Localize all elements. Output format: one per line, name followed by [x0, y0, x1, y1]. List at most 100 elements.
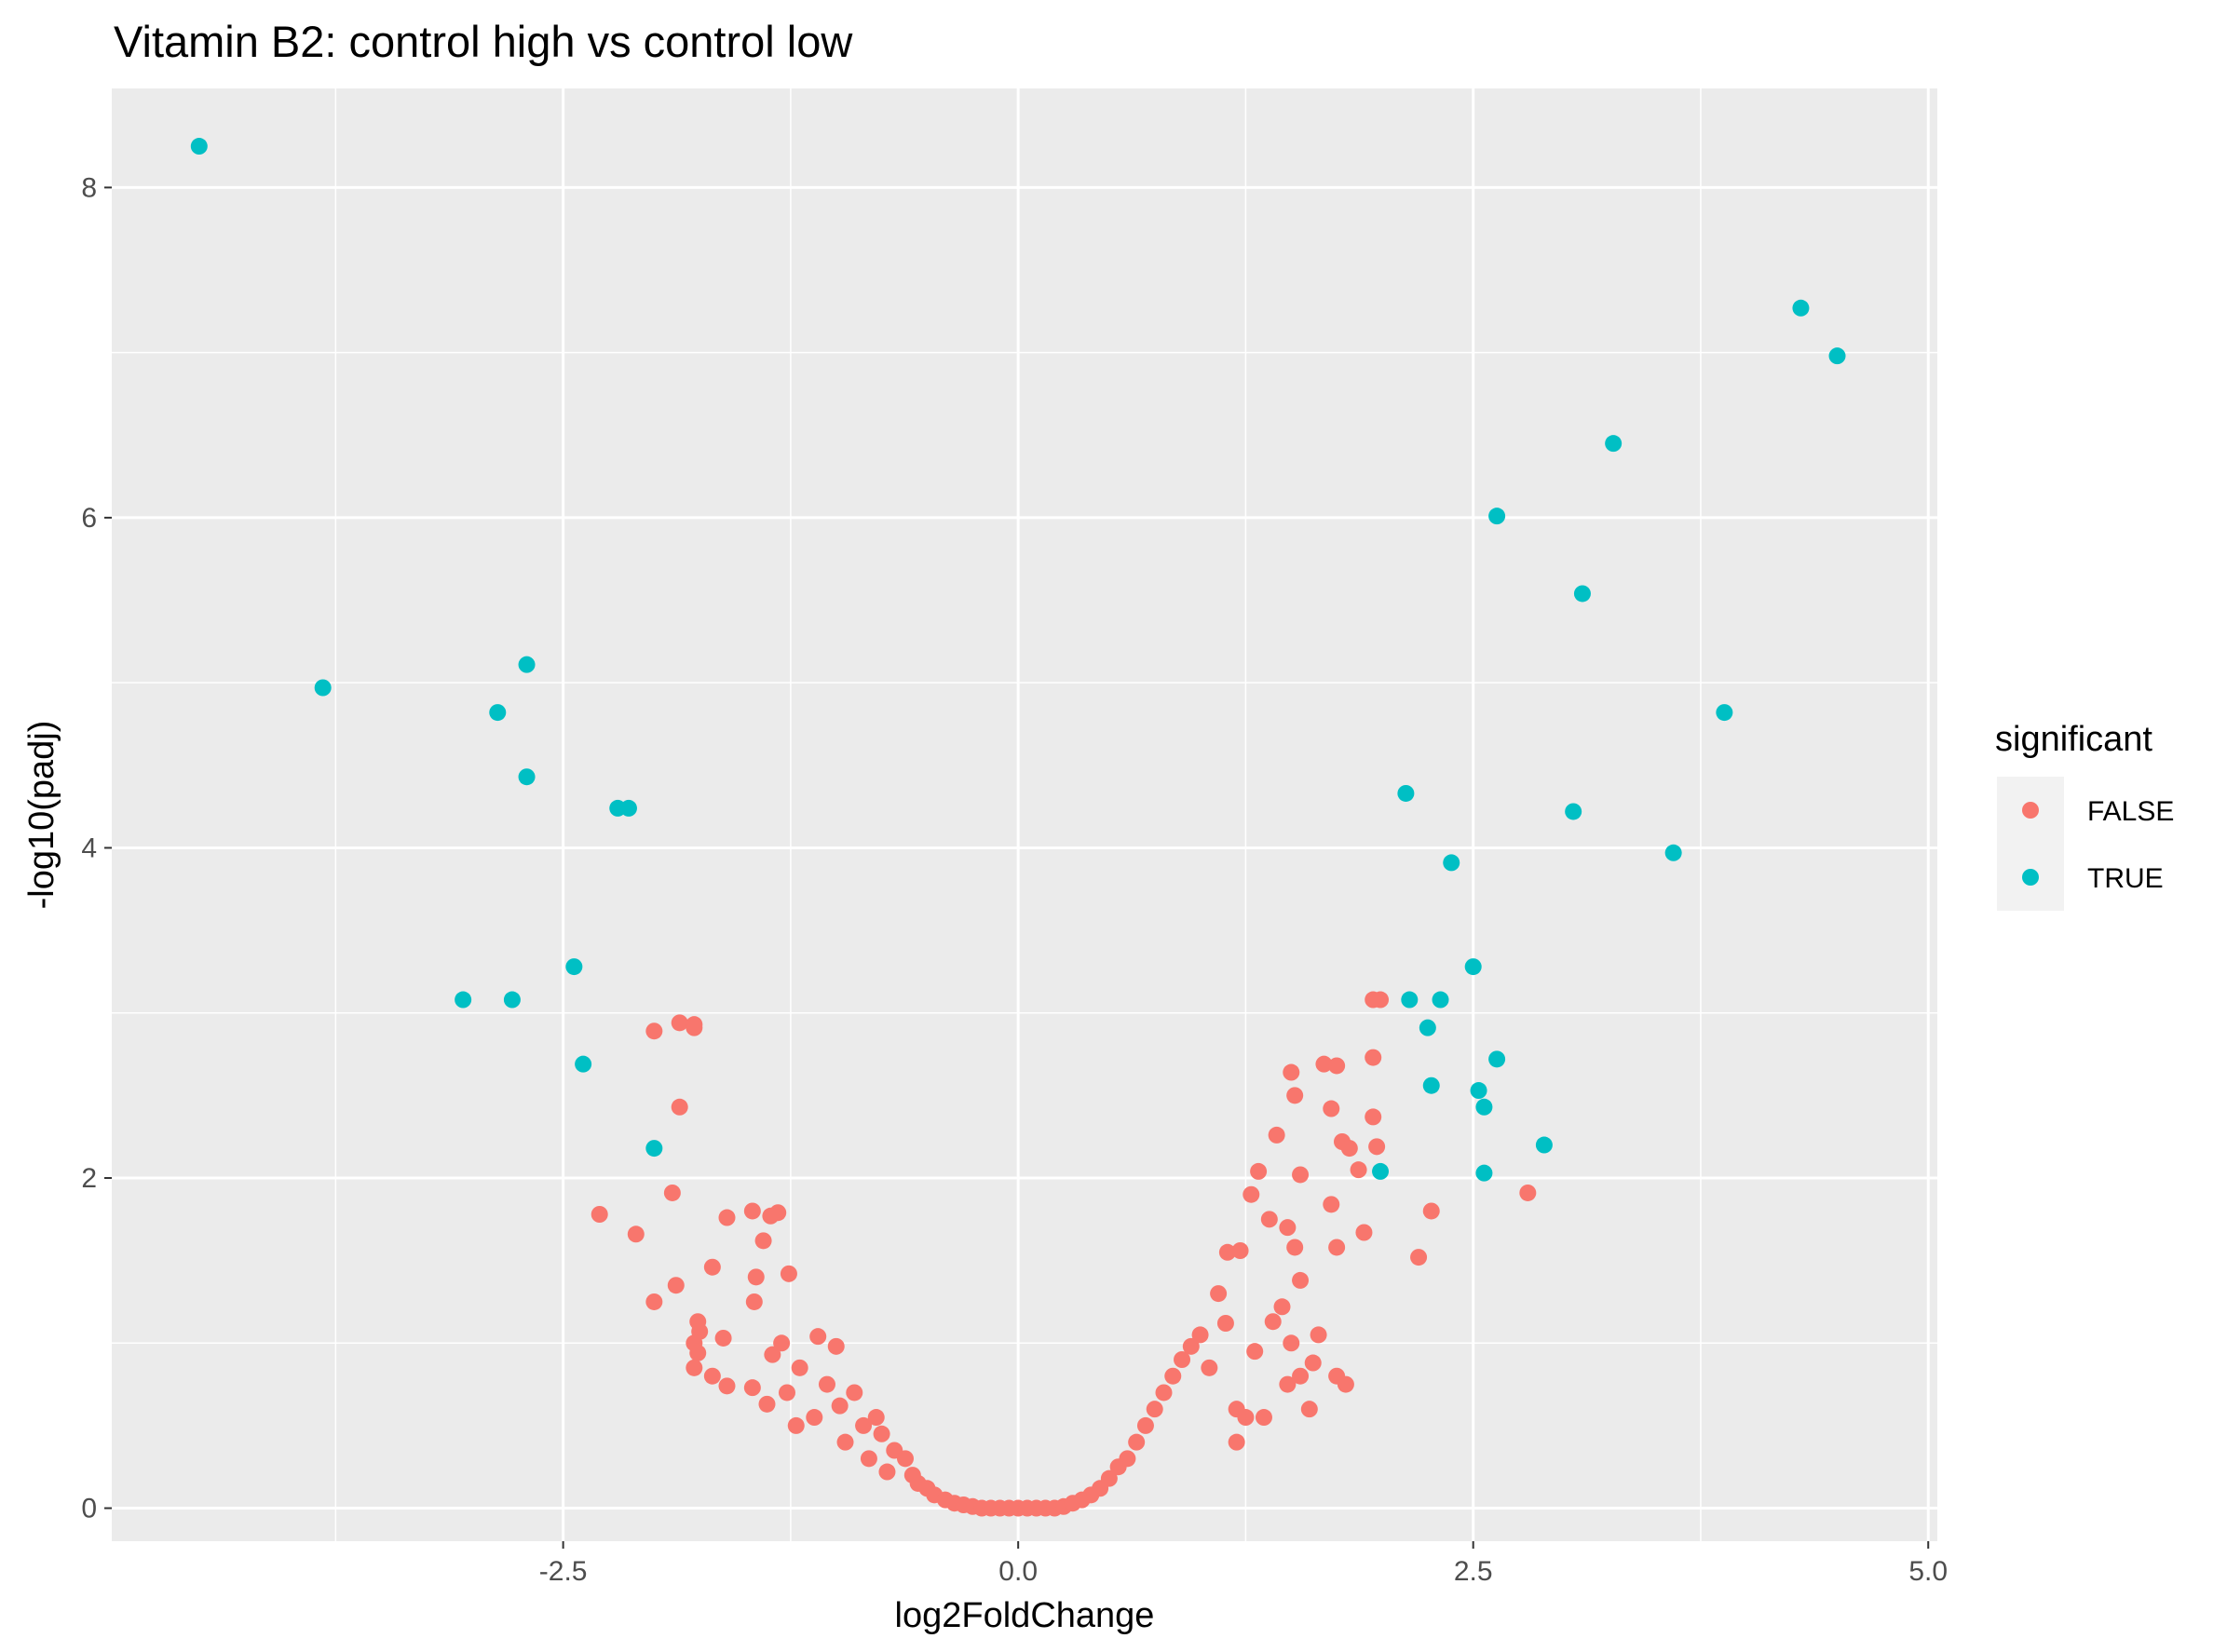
data-point-false: [672, 1014, 688, 1031]
data-point-false: [1155, 1384, 1172, 1401]
data-point-false: [1201, 1360, 1217, 1376]
data-point-false: [779, 1384, 795, 1401]
data-point-false: [1256, 1409, 1272, 1426]
data-point-false: [1232, 1242, 1249, 1259]
x-axis-title: log2FoldChange: [895, 1596, 1155, 1635]
data-point-false: [628, 1225, 645, 1242]
data-point-false: [773, 1334, 790, 1351]
data-point-false: [1310, 1326, 1327, 1343]
x-tick-label: 2.5: [1454, 1556, 1493, 1587]
data-point-true: [489, 704, 506, 721]
data-point-false: [744, 1202, 761, 1219]
data-point-true: [1605, 435, 1622, 452]
data-point-false: [715, 1330, 732, 1347]
y-tick-label: 0: [81, 1494, 97, 1524]
data-point-true: [1465, 958, 1482, 975]
data-point-false: [1286, 1087, 1303, 1104]
data-point-false: [1292, 1166, 1309, 1183]
data-point-true: [620, 800, 637, 817]
data-point-true: [315, 680, 332, 697]
data-point-false: [1341, 1140, 1358, 1157]
y-axis-title: -log10(padj): [22, 721, 61, 910]
data-point-false: [718, 1377, 735, 1394]
data-point-false: [1261, 1211, 1278, 1227]
data-point-false: [868, 1409, 885, 1426]
data-point-true: [1475, 1099, 1492, 1116]
data-point-false: [1286, 1239, 1303, 1255]
data-point-false: [1217, 1315, 1234, 1332]
data-point-false: [897, 1450, 914, 1467]
data-point-false: [746, 1293, 763, 1310]
plot-panel: [112, 88, 1937, 1541]
data-point-false: [1210, 1285, 1227, 1302]
data-point-false: [1283, 1064, 1299, 1081]
legend-label-false: FALSE: [2087, 796, 2174, 827]
data-point-true: [1488, 508, 1505, 524]
data-point-false: [1269, 1127, 1285, 1144]
legend-label-true: TRUE: [2087, 863, 2164, 894]
data-point-false: [1323, 1101, 1339, 1117]
data-point-false: [1243, 1186, 1259, 1203]
data-point-false: [1274, 1298, 1291, 1315]
legend: significant FALSE TRUE: [1995, 720, 2174, 911]
data-point-false: [1368, 1138, 1385, 1155]
data-point-false: [1128, 1434, 1145, 1451]
data-point-false: [686, 1020, 702, 1036]
data-point-false: [591, 1206, 608, 1223]
data-point-true: [1574, 585, 1591, 602]
data-point-false: [645, 1293, 662, 1310]
y-tick-label: 2: [81, 1163, 97, 1194]
data-point-true: [455, 992, 471, 1009]
data-point-false: [664, 1185, 681, 1201]
x-tick-label: 0.0: [998, 1556, 1038, 1587]
data-point-false: [1250, 1163, 1267, 1180]
data-point-false: [1265, 1313, 1282, 1330]
data-point-true: [1792, 300, 1809, 317]
data-point-false: [668, 1277, 685, 1293]
data-point-false: [1423, 1202, 1440, 1219]
data-point-false: [744, 1379, 761, 1396]
data-point-false: [686, 1360, 702, 1376]
y-axis-ticks: 02468: [81, 172, 112, 1523]
x-tick-label: -2.5: [539, 1556, 588, 1587]
data-point-false: [689, 1345, 706, 1361]
data-point-true: [504, 992, 521, 1009]
data-point-true: [1443, 854, 1460, 871]
data-point-false: [1410, 1249, 1427, 1266]
data-point-false: [828, 1338, 845, 1355]
data-point-true: [1419, 1020, 1436, 1036]
data-point-true: [1471, 1082, 1487, 1099]
x-axis-ticks: -2.5 0.0 2.5 5.0: [539, 1541, 1948, 1587]
data-point-false: [1246, 1343, 1263, 1360]
data-point-false: [1283, 1334, 1299, 1351]
legend-marker-true: [2022, 869, 2039, 886]
data-point-false: [819, 1376, 835, 1393]
data-point-false: [878, 1464, 895, 1481]
data-point-true: [1401, 992, 1418, 1009]
data-point-false: [1305, 1355, 1322, 1372]
data-point-false: [755, 1232, 772, 1249]
data-point-false: [758, 1396, 775, 1413]
data-point-true: [1397, 785, 1414, 802]
data-point-false: [806, 1409, 822, 1426]
data-point-false: [748, 1268, 765, 1285]
data-point-false: [704, 1368, 721, 1385]
data-point-true: [1423, 1077, 1440, 1094]
data-point-false: [1164, 1368, 1181, 1385]
legend-title: significant: [1995, 720, 2152, 759]
data-point-true: [1665, 845, 1682, 861]
data-point-true: [565, 958, 582, 975]
x-tick-label: 5.0: [1908, 1556, 1948, 1587]
data-point-false: [861, 1450, 877, 1467]
data-point-false: [704, 1259, 721, 1276]
data-point-false: [1279, 1219, 1296, 1236]
data-point-false: [874, 1426, 890, 1442]
data-point-false: [718, 1210, 735, 1226]
data-point-true: [1433, 992, 1449, 1009]
data-point-false: [1328, 1239, 1345, 1255]
y-tick-label: 8: [81, 172, 97, 203]
y-tick-label: 6: [81, 503, 97, 534]
data-point-true: [519, 657, 536, 673]
data-point-true: [1488, 1050, 1505, 1067]
data-point-false: [788, 1417, 805, 1434]
